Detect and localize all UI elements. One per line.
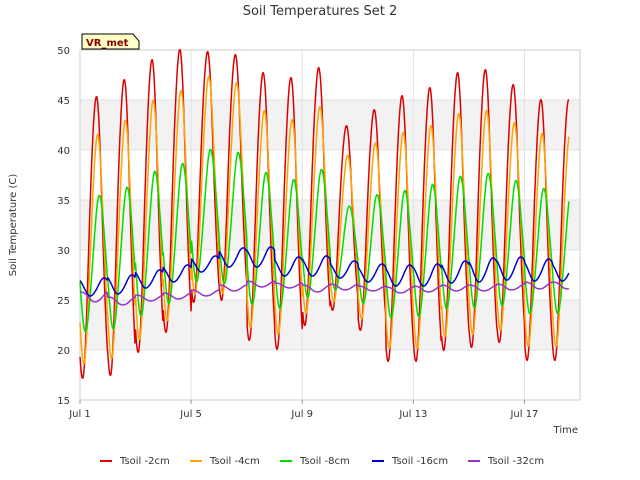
x-axis-ticks: Jul 1 Jul 5 Jul 9 Jul 13 Jul 17 (68, 400, 538, 420)
series-line-tsoil-16cm (79, 246, 570, 297)
background-band (80, 300, 580, 350)
background-band (80, 50, 580, 100)
y-tick-label: 40 (57, 146, 70, 157)
series-line-tsoil-32cm (79, 280, 570, 306)
x-tick-label: Jul 5 (179, 409, 202, 420)
legend-label: Tsoil -16cm (391, 456, 448, 467)
x-tick-label: Jul 13 (398, 409, 427, 420)
x-tick-label: Jul 17 (509, 409, 538, 420)
y-axis-ticks: 15 20 25 30 35 40 45 50 (57, 46, 70, 407)
y-tick-label: 50 (57, 46, 70, 57)
chart-title: Soil Temperatures Set 2 (243, 4, 398, 19)
background-band (80, 150, 580, 200)
y-tick-label: 30 (57, 246, 70, 257)
background-band (80, 350, 580, 400)
legend-item: Tsoil -16cm (372, 456, 448, 467)
plot-frame (79, 49, 581, 401)
series-line-tsoil-4cm (79, 75, 570, 365)
series-line-tsoil-8cm (79, 148, 570, 333)
legend-item: Tsoil -8cm (280, 456, 350, 467)
y-tick-label: 35 (57, 196, 70, 207)
legend-item: Tsoil -32cm (468, 456, 544, 467)
x-axis-label: Time (553, 425, 578, 436)
background-band (80, 100, 580, 150)
y-tick-label: 25 (57, 296, 70, 307)
legend-label: Tsoil -8cm (299, 456, 350, 467)
x-tick-label: Jul 1 (68, 409, 91, 420)
legend-label: Tsoil -2cm (119, 456, 170, 467)
y-tick-label: 45 (57, 96, 70, 107)
vr-met-badge: VR_met (81, 33, 140, 50)
vr-met-badge-label: VR_met (86, 38, 129, 49)
legend: Tsoil -2cm Tsoil -4cm Tsoil -8cm Tsoil -16c… (100, 456, 544, 467)
legend-label: Tsoil -32cm (487, 456, 544, 467)
series-lines (79, 48, 570, 380)
legend-item: Tsoil -2cm (100, 456, 170, 467)
y-tick-label: 15 (57, 396, 70, 407)
y-axis-label: Soil Temperature (C) (8, 174, 19, 277)
background-bands (80, 50, 580, 400)
y-tick-label: 20 (57, 346, 70, 357)
x-tick-label: Jul 9 (290, 409, 313, 420)
legend-label: Tsoil -4cm (209, 456, 260, 467)
legend-item: Tsoil -4cm (190, 456, 260, 467)
